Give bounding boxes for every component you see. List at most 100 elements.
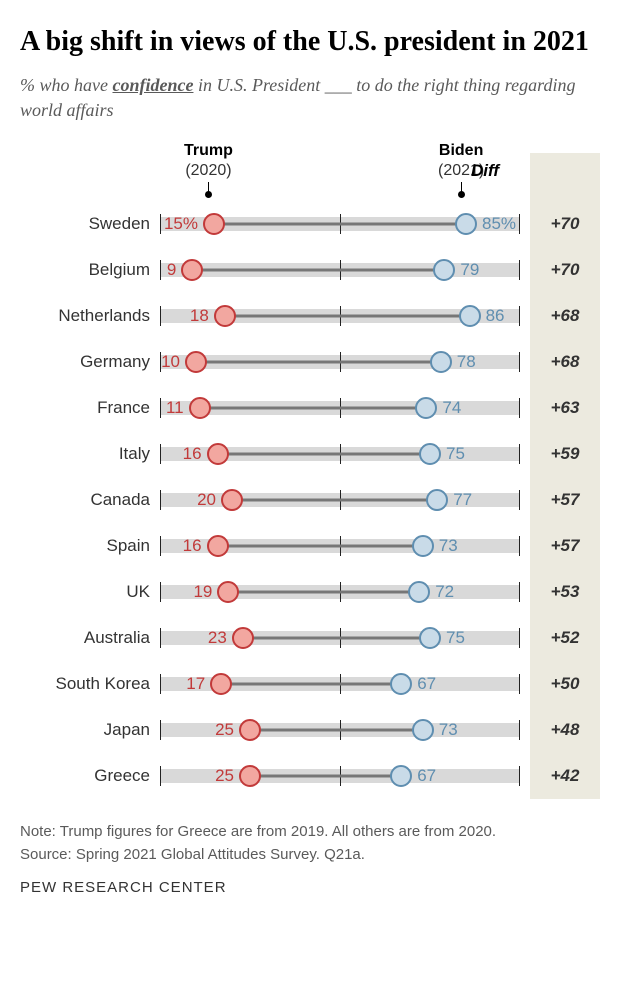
trump-dot (207, 443, 229, 465)
track: 20 77 (160, 477, 520, 523)
diff-value: +70 (530, 260, 600, 280)
track: 10 78 (160, 339, 520, 385)
connector-bar (218, 545, 423, 548)
diff-value: +57 (530, 490, 600, 510)
track: 16 75 (160, 431, 520, 477)
connector-bar (250, 775, 401, 778)
header-labels: Trump (2020) Biden (2021) Diff (160, 141, 520, 201)
tick-end (519, 628, 520, 648)
biden-dot (426, 489, 448, 511)
chart-rows: Sweden 15% 85% +70 Belgium 9 (20, 201, 600, 799)
track: 15% 85% (160, 201, 520, 247)
chart-row: Italy 16 75 +59 (20, 431, 600, 477)
tick-end (519, 444, 520, 464)
tick-end (519, 352, 520, 372)
chart-row: Netherlands 18 86 +68 (20, 293, 600, 339)
trump-dot (207, 535, 229, 557)
trump-dot (217, 581, 239, 603)
tick-end (519, 720, 520, 740)
biden-value: 77 (453, 490, 472, 510)
diff-value: +53 (530, 582, 600, 602)
connector-bar (228, 591, 419, 594)
chart-row: South Korea 17 67 +50 (20, 661, 600, 707)
connector-bar (200, 407, 427, 410)
trump-name: Trump (184, 141, 233, 160)
country-label: France (20, 398, 160, 418)
tick-end (519, 214, 520, 234)
trump-value: 20 (197, 490, 216, 510)
trump-dot (210, 673, 232, 695)
subtitle-underline: confidence (112, 75, 193, 95)
country-label: Japan (20, 720, 160, 740)
biden-dot (419, 627, 441, 649)
country-label: Netherlands (20, 306, 160, 326)
connector-bar (243, 637, 430, 640)
connector-bar (214, 223, 466, 226)
biden-dot (408, 581, 430, 603)
pointer-icon (461, 182, 462, 194)
pointer-icon (208, 182, 209, 194)
biden-name: Biden (438, 141, 484, 160)
biden-dot (419, 443, 441, 465)
connector-bar (196, 361, 441, 364)
trump-dot (185, 351, 207, 373)
track: 25 67 (160, 753, 520, 799)
country-label: Greece (20, 766, 160, 786)
track: 11 74 (160, 385, 520, 431)
tick-end (519, 306, 520, 326)
tick-start (160, 398, 161, 418)
track: 9 79 (160, 247, 520, 293)
chart-row: Spain 16 73 +57 (20, 523, 600, 569)
tick-end (519, 490, 520, 510)
biden-value: 85% (482, 214, 516, 234)
country-label: Australia (20, 628, 160, 648)
biden-dot (430, 351, 452, 373)
country-label: Canada (20, 490, 160, 510)
track: 23 75 (160, 615, 520, 661)
chart-row: Belgium 9 79 +70 (20, 247, 600, 293)
chart-row: France 11 74 +63 (20, 385, 600, 431)
trump-value: 25 (215, 766, 234, 786)
chart-subtitle: % who have confidence in U.S. President … (20, 73, 600, 123)
trump-value: 25 (215, 720, 234, 740)
diff-value: +63 (530, 398, 600, 418)
tick-start (160, 720, 161, 740)
diff-value: +52 (530, 628, 600, 648)
diff-value: +70 (530, 214, 600, 234)
trump-dot (181, 259, 203, 281)
trump-dot (239, 765, 261, 787)
chart-row: UK 19 72 +53 (20, 569, 600, 615)
tick-end (519, 536, 520, 556)
biden-value: 78 (457, 352, 476, 372)
biden-value: 75 (446, 628, 465, 648)
country-label: Italy (20, 444, 160, 464)
diff-header: Diff (450, 161, 520, 181)
tick-end (519, 674, 520, 694)
biden-dot (455, 213, 477, 235)
chart-row: Canada 20 77 +57 (20, 477, 600, 523)
footer-attribution: PEW RESEARCH CENTER (20, 879, 600, 896)
chart-area: Trump (2020) Biden (2021) Diff Sweden 15… (20, 141, 600, 799)
diff-value: +68 (530, 306, 600, 326)
country-label: Belgium (20, 260, 160, 280)
trump-value: 9 (167, 260, 176, 280)
biden-dot (459, 305, 481, 327)
chart-row: Australia 23 75 +52 (20, 615, 600, 661)
diff-value: +42 (530, 766, 600, 786)
chart-row: Sweden 15% 85% +70 (20, 201, 600, 247)
tick-start (160, 260, 161, 280)
biden-value: 74 (442, 398, 461, 418)
biden-value: 67 (417, 766, 436, 786)
trump-dot (203, 213, 225, 235)
tick-end (519, 260, 520, 280)
track: 19 72 (160, 569, 520, 615)
tick-start (160, 444, 161, 464)
chart-row: Greece 25 67 +42 (20, 753, 600, 799)
diff-value: +68 (530, 352, 600, 372)
trump-value: 23 (208, 628, 227, 648)
tick-start (160, 214, 161, 234)
tick-start (160, 490, 161, 510)
subtitle-prefix: % who have (20, 75, 112, 95)
tick-start (160, 306, 161, 326)
trump-value: 18 (190, 306, 209, 326)
